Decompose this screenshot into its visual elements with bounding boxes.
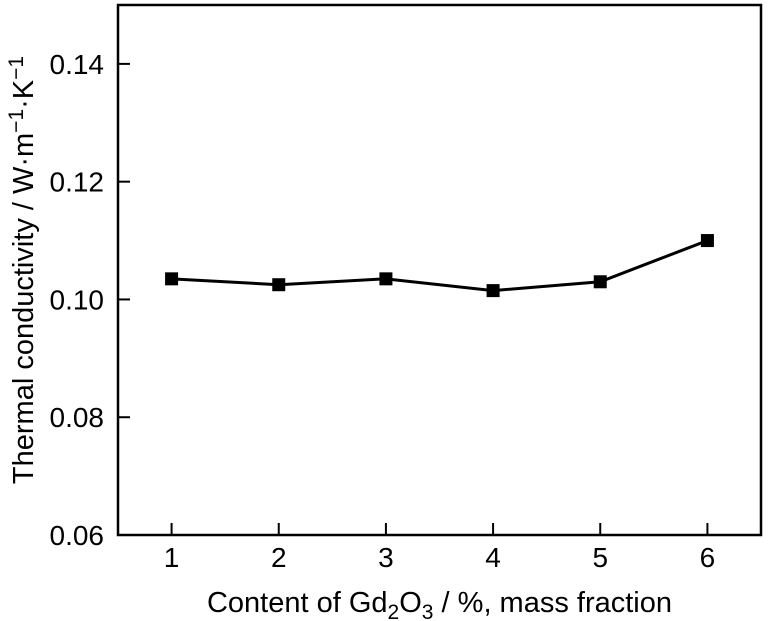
x-tick-label-4: 4 bbox=[485, 542, 501, 573]
y-tick-label-0.06: 0.06 bbox=[50, 520, 105, 551]
data-point-marker bbox=[165, 272, 179, 286]
data-point-marker bbox=[272, 278, 286, 292]
x-tick-label-1: 1 bbox=[164, 542, 180, 573]
x-axis-label: Content of Gd2O3 / %, mass fraction bbox=[207, 587, 672, 621]
x-tick-label-3: 3 bbox=[378, 542, 394, 573]
data-line bbox=[170, 239, 709, 293]
data-point-marker bbox=[593, 275, 607, 289]
y-tick-label-0.10: 0.10 bbox=[50, 284, 105, 315]
plot-frame bbox=[116, 3, 763, 537]
y-tick-label-0.08: 0.08 bbox=[50, 402, 105, 433]
y-axis-label: Thermal conductivity / W·m−1·K−1 bbox=[5, 56, 40, 484]
data-point-marker bbox=[379, 272, 393, 286]
y-tick-label-0.12: 0.12 bbox=[50, 167, 105, 198]
data-point-marker bbox=[700, 234, 714, 248]
x-tick-label-6: 6 bbox=[700, 542, 716, 573]
data-point-marker bbox=[486, 284, 500, 298]
y-tick-label-0.14: 0.14 bbox=[50, 49, 105, 80]
x-tick-label-5: 5 bbox=[592, 542, 608, 573]
x-tick-label-2: 2 bbox=[271, 542, 287, 573]
